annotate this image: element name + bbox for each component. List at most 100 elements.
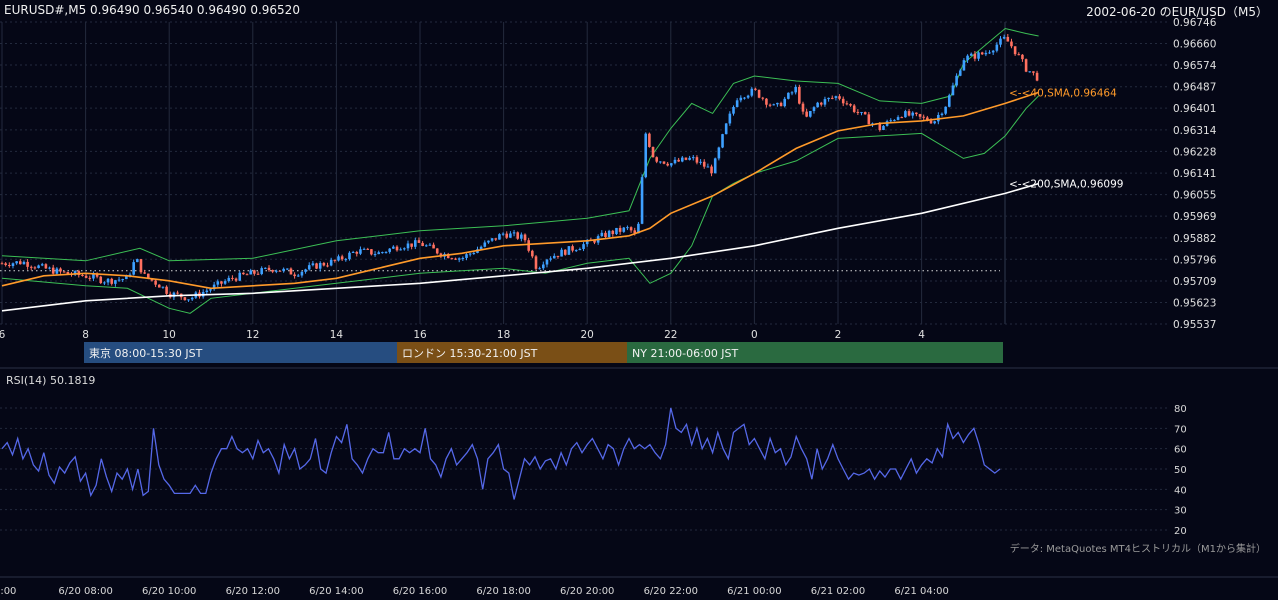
price-tick-label: 0.95623 [1173,298,1216,310]
candle-body [498,234,501,240]
candle [362,247,366,250]
candle-body [889,120,893,122]
candle-body [944,106,947,114]
candle-body [962,60,966,71]
candle-body [88,277,92,279]
candle [852,104,856,114]
candle [999,36,1002,48]
candle-body [867,114,871,125]
candle [457,257,461,263]
candle-body [81,275,84,277]
candle [351,250,355,253]
candle-body [578,248,582,251]
candle-body [680,157,684,162]
sma-annotation: <-<40,SMA,0.96464 [1009,87,1117,99]
candle-body [618,227,622,232]
candle [1024,58,1028,73]
candle-body [29,266,33,268]
candle-body [995,44,999,51]
session-label: 東京 08:00-15:30 JST [89,346,203,360]
candle [417,237,421,243]
candle-body [695,157,699,163]
candle [790,91,794,96]
candle [40,262,44,267]
candle-body [15,261,18,264]
candle [410,243,413,250]
candle [0,261,4,265]
candle [366,247,370,250]
candle [399,247,402,251]
candle [574,249,578,253]
candle [615,227,618,236]
candle-body [538,268,541,270]
candle [311,260,315,267]
candle-body [307,265,311,270]
candle [849,103,852,107]
candle-body [980,52,984,55]
candle [659,161,662,164]
candle [106,278,110,286]
candle-body [838,96,841,99]
candle-body [988,52,991,54]
candle [413,237,417,250]
candle-body [768,104,772,106]
candle [911,111,915,119]
candle-body [1028,71,1032,73]
candle [99,275,103,285]
candle-body [900,117,904,119]
time-tick-label: 16 [413,329,427,341]
candle [1035,70,1039,82]
candle-body [688,157,691,160]
candle-body [545,259,549,265]
candle [392,245,395,249]
candle [55,267,59,275]
candle [563,249,567,256]
candle [318,261,322,272]
candle-body [147,273,150,279]
rsi-tick-label: 30 [1174,506,1187,517]
rsi-time-label: 6/20 22:00 [644,586,698,597]
candle-body [991,50,995,53]
price-tick-label: 0.96228 [1173,146,1216,158]
candle [205,287,209,295]
candle-body [428,244,432,246]
rsi-line [1,407,1001,500]
price-tick-label: 0.96660 [1173,38,1216,50]
candle [640,174,644,225]
candle [121,278,124,282]
candle-body [234,278,238,281]
candle [706,163,710,168]
candle [231,275,234,281]
candle-body [644,133,648,178]
candle [717,146,721,161]
candle-body [311,263,315,266]
candle-body [450,258,454,260]
candle [896,115,900,121]
candle [962,58,966,71]
candle-body [611,230,615,235]
price-tick-label: 0.96487 [1173,82,1216,94]
candle [991,49,995,56]
candle-body [852,105,856,112]
candle [765,98,768,108]
candle [176,290,179,295]
candle [973,50,977,62]
candle-body [531,250,534,257]
candle-body [103,282,106,284]
candle [494,238,498,241]
candle-body [809,110,812,117]
candle [307,262,311,271]
candle-body [399,249,402,251]
candle [183,296,187,301]
candle-body [165,286,168,294]
candle [1028,71,1032,73]
candle [179,293,183,300]
candle-body [359,249,362,254]
candle [732,105,735,116]
candle [340,254,344,261]
candle [827,97,830,102]
candle [1032,71,1035,76]
candle-body [585,239,589,245]
candle [44,263,48,269]
candle [15,261,18,265]
